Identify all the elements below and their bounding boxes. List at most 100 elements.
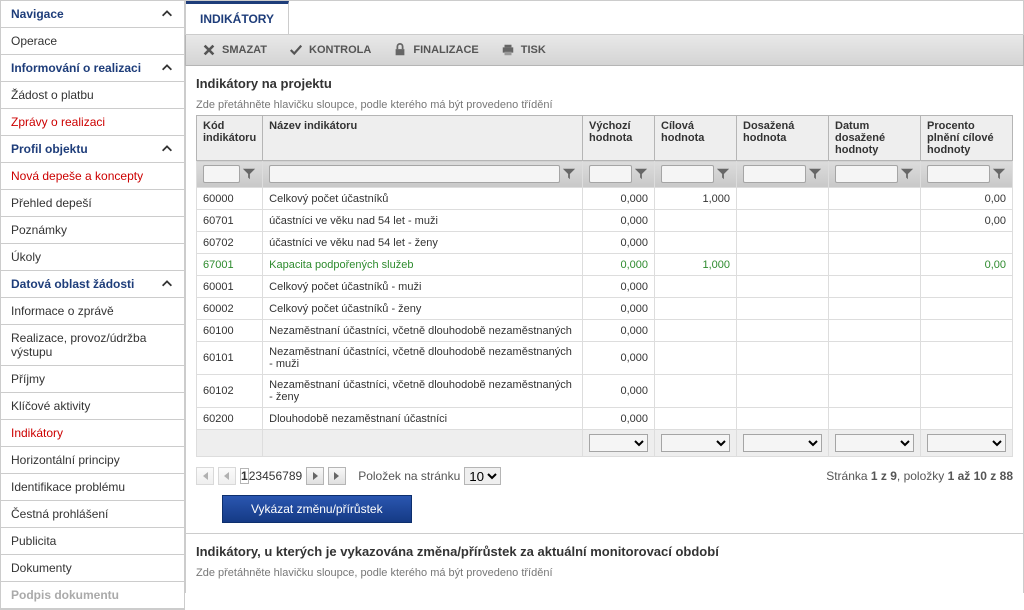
per-page-label: Položek na stránku bbox=[358, 469, 460, 483]
col-cilova[interactable]: Cílová hodnota bbox=[655, 116, 737, 161]
pager: 123456789 Položek na stránku 10 Stránka … bbox=[196, 467, 1013, 485]
finalizace-label: FINALIZACE bbox=[413, 44, 478, 56]
nav-item[interactable]: Publicita bbox=[1, 528, 184, 555]
nav-item[interactable]: Úkoly bbox=[1, 244, 184, 271]
table-row[interactable]: 60702účastníci ve věku nad 54 let - ženy… bbox=[197, 232, 1013, 254]
tisk-label: TISK bbox=[521, 44, 546, 56]
pager-prev[interactable] bbox=[218, 467, 236, 485]
summary-dropdown[interactable] bbox=[589, 434, 648, 452]
last-icon bbox=[332, 471, 342, 481]
nav-item[interactable]: Informace o zprávě bbox=[1, 298, 184, 325]
chevron-up-icon bbox=[160, 277, 174, 291]
pager-first[interactable] bbox=[196, 467, 214, 485]
table-row[interactable]: 60002Celkový počet účastníků - ženy0,000 bbox=[197, 298, 1013, 320]
col-datum[interactable]: Datum dosažené hodnoty bbox=[829, 116, 921, 161]
smazat-button[interactable]: SMAZAT bbox=[192, 39, 277, 61]
nav-item[interactable]: Realizace, provoz/údržba výstupu bbox=[1, 325, 184, 366]
section-indikatory-projektu: Indikátory na projektu Zde přetáhněte hl… bbox=[185, 66, 1024, 534]
section-title: Indikátory na projektu bbox=[196, 76, 1013, 91]
toolbar: SMAZAT KONTROLA FINALIZACE TISK bbox=[185, 35, 1024, 66]
section2-title: Indikátory, u kterých je vykazována změn… bbox=[196, 544, 1013, 559]
nav-item[interactable]: Dokumenty bbox=[1, 555, 184, 582]
col-vychozi[interactable]: Výchozí hodnota bbox=[583, 116, 655, 161]
filter-input[interactable] bbox=[927, 165, 990, 183]
nav-item[interactable]: Přehled depeší bbox=[1, 190, 184, 217]
nav-item[interactable]: Zprávy o realizaci bbox=[1, 109, 184, 136]
filter-icon[interactable] bbox=[808, 167, 822, 181]
filter-icon[interactable] bbox=[716, 167, 730, 181]
chevron-up-icon bbox=[160, 142, 174, 156]
vykazat-zmenu-button[interactable]: Vykázat změnu/přírůstek bbox=[222, 495, 412, 523]
filter-icon[interactable] bbox=[992, 167, 1006, 181]
kontrola-button[interactable]: KONTROLA bbox=[279, 39, 381, 61]
tab-indikatory[interactable]: INDIKÁTORY bbox=[186, 1, 289, 34]
filter-input[interactable] bbox=[203, 165, 240, 183]
chevron-up-icon bbox=[160, 7, 174, 21]
col-dosazena[interactable]: Dosažená hodnota bbox=[737, 116, 829, 161]
summary-dropdown[interactable] bbox=[743, 434, 822, 452]
pager-page[interactable]: 9 bbox=[296, 469, 303, 483]
filter-icon[interactable] bbox=[242, 167, 256, 181]
nav-item[interactable]: Operace bbox=[1, 28, 184, 55]
tab-bar: INDIKÁTORY bbox=[185, 0, 1024, 35]
pager-page[interactable]: 7 bbox=[282, 469, 289, 483]
sidebar: NavigaceOperaceInformování o realizaciŽá… bbox=[0, 0, 185, 610]
nav-item[interactable]: Klíčové aktivity bbox=[1, 393, 184, 420]
table-row[interactable]: 67001Kapacita podpořených služeb0,0001,0… bbox=[197, 254, 1013, 276]
col-kod[interactable]: Kód indikátoru bbox=[197, 116, 263, 161]
nav-item-disabled: Podpis dokumentu bbox=[1, 582, 184, 609]
nav-item[interactable]: Identifikace problému bbox=[1, 474, 184, 501]
table-row[interactable]: 60101Nezaměstnaní účastníci, včetně dlou… bbox=[197, 342, 1013, 375]
nav-header[interactable]: Navigace bbox=[1, 1, 184, 28]
summary-dropdown[interactable] bbox=[927, 434, 1006, 452]
filter-input[interactable] bbox=[743, 165, 806, 183]
first-icon bbox=[200, 471, 210, 481]
pager-info: Stránka 1 z 9, položky 1 až 10 z 88 bbox=[826, 469, 1013, 483]
nav-item[interactable]: Horizontální principy bbox=[1, 447, 184, 474]
finalizace-button[interactable]: FINALIZACE bbox=[383, 39, 488, 61]
nav-item[interactable]: Poznámky bbox=[1, 217, 184, 244]
summary-dropdown[interactable] bbox=[661, 434, 730, 452]
main-content: INDIKÁTORY SMAZAT KONTROLA FINALIZACE TI… bbox=[185, 0, 1024, 610]
kontrola-label: KONTROLA bbox=[309, 44, 371, 56]
filter-input[interactable] bbox=[661, 165, 714, 183]
smazat-label: SMAZAT bbox=[222, 44, 267, 56]
nav-item[interactable]: Čestná prohlášení bbox=[1, 501, 184, 528]
pager-page[interactable]: 8 bbox=[289, 469, 296, 483]
table-row[interactable]: 60701účastníci ve věku nad 54 let - muži… bbox=[197, 210, 1013, 232]
nav-header[interactable]: Profil objektu bbox=[1, 136, 184, 163]
table-row[interactable]: 60102Nezaměstnaní účastníci, včetně dlou… bbox=[197, 375, 1013, 408]
pager-page[interactable]: 1 bbox=[240, 468, 249, 484]
col-procento[interactable]: Procento plnění cílové hodnoty bbox=[921, 116, 1013, 161]
table-row[interactable]: 60001Celkový počet účastníků - muži0,000 bbox=[197, 276, 1013, 298]
nav-item[interactable]: Nová depeše a koncepty bbox=[1, 163, 184, 190]
pager-last[interactable] bbox=[328, 467, 346, 485]
summary-dropdown[interactable] bbox=[835, 434, 914, 452]
table-row[interactable]: 60000Celkový počet účastníků0,0001,0000,… bbox=[197, 188, 1013, 210]
filter-icon[interactable] bbox=[562, 167, 576, 181]
group-hint: Zde přetáhněte hlavičku sloupce, podle k… bbox=[196, 99, 1013, 111]
nav-header[interactable]: Informování o realizaci bbox=[1, 55, 184, 82]
pager-next[interactable] bbox=[306, 467, 324, 485]
pager-page[interactable]: 4 bbox=[262, 469, 269, 483]
nav-item[interactable]: Příjmy bbox=[1, 366, 184, 393]
per-page-select[interactable]: 10 bbox=[464, 467, 501, 485]
filter-input[interactable] bbox=[835, 165, 898, 183]
indikatory-table: Kód indikátoru Název indikátoru Výchozí … bbox=[196, 115, 1013, 457]
x-icon bbox=[202, 43, 216, 57]
filter-icon[interactable] bbox=[900, 167, 914, 181]
nav-item[interactable]: Žádost o platbu bbox=[1, 82, 184, 109]
print-icon bbox=[501, 43, 515, 57]
table-row[interactable]: 60200Dlouhodobě nezaměstnaní účastníci0,… bbox=[197, 408, 1013, 430]
chevron-up-icon bbox=[160, 61, 174, 75]
filter-row bbox=[197, 161, 1013, 188]
nav-item[interactable]: Indikátory bbox=[1, 420, 184, 447]
filter-icon[interactable] bbox=[634, 167, 648, 181]
table-row[interactable]: 60100Nezaměstnaní účastníci, včetně dlou… bbox=[197, 320, 1013, 342]
nav-header[interactable]: Datová oblast žádosti bbox=[1, 271, 184, 298]
col-nazev[interactable]: Název indikátoru bbox=[263, 116, 583, 161]
tisk-button[interactable]: TISK bbox=[491, 39, 556, 61]
filter-input[interactable] bbox=[589, 165, 632, 183]
section-zmena-prirustek: Indikátory, u kterých je vykazována změn… bbox=[185, 534, 1024, 593]
filter-input[interactable] bbox=[269, 165, 560, 183]
